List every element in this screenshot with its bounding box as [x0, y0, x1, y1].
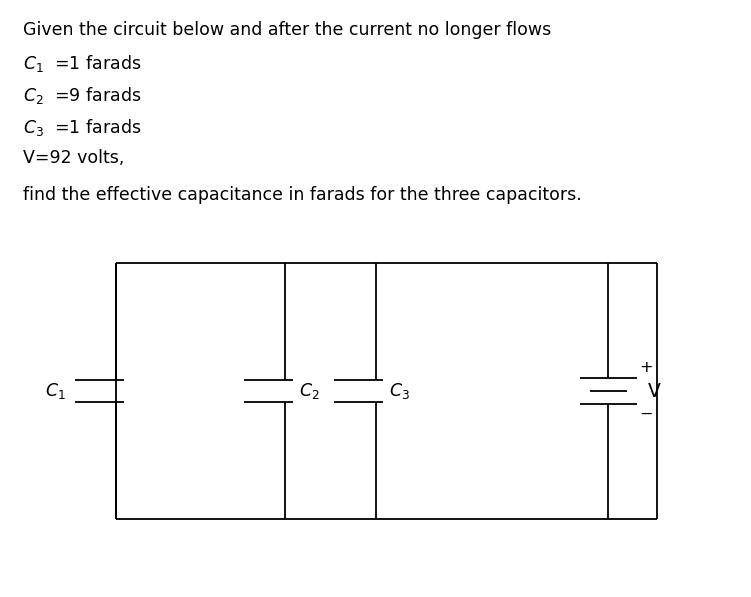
Text: −: − [639, 407, 653, 422]
Text: $C_1$: $C_1$ [45, 381, 66, 401]
Text: +: + [639, 360, 653, 375]
Text: Given the circuit below and after the current no longer flows: Given the circuit below and after the cu… [23, 21, 550, 39]
Text: $C_3$  =1 farads: $C_3$ =1 farads [23, 117, 141, 138]
Text: $C_2$  =9 farads: $C_2$ =9 farads [23, 85, 141, 106]
Text: $C_2$: $C_2$ [299, 381, 319, 401]
Text: $C_1$  =1 farads: $C_1$ =1 farads [23, 53, 141, 73]
Text: V=92 volts,: V=92 volts, [23, 149, 124, 167]
Text: V: V [648, 381, 661, 401]
Text: find the effective capacitance in farads for the three capacitors.: find the effective capacitance in farads… [23, 186, 581, 204]
Text: $C_3$: $C_3$ [389, 381, 410, 401]
